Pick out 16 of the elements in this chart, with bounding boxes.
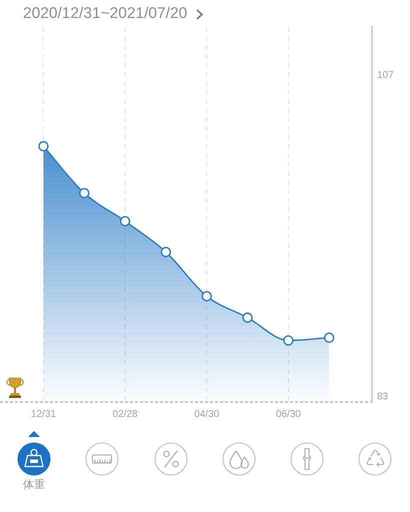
point bbox=[202, 290, 212, 302]
point bbox=[283, 335, 294, 346]
point bbox=[160, 246, 172, 258]
point bbox=[120, 216, 130, 226]
text: 体重 bbox=[22, 478, 46, 492]
point bbox=[79, 188, 90, 198]
y-tick-label: 107 bbox=[377, 70, 394, 81]
point bbox=[38, 140, 49, 152]
y-tick-label: 83 bbox=[377, 391, 389, 402]
point bbox=[324, 332, 334, 343]
x-tick-label: 12/31 bbox=[30, 408, 56, 420]
x-tick-label: 04/30 bbox=[194, 408, 220, 420]
chart-title: 2020/12/31~2021/07/20 bbox=[23, 4, 188, 24]
point bbox=[242, 312, 253, 323]
x-tick-label: 02/28 bbox=[112, 408, 138, 420]
x-tick-label: 06/30 bbox=[276, 408, 302, 420]
